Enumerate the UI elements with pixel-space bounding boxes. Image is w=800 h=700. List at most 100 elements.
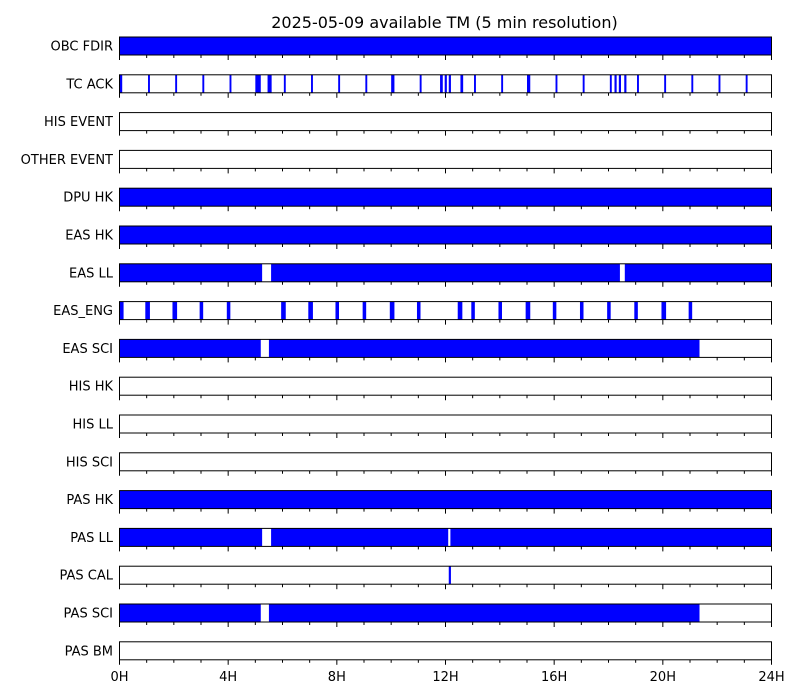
row-other-event: OTHER EVENT	[21, 149, 772, 174]
availability-bar	[501, 74, 504, 93]
availability-bar	[525, 301, 531, 320]
availability-bar	[119, 188, 772, 207]
row-frame	[119, 452, 772, 472]
availability-bar	[268, 339, 700, 358]
x-tick-label: 4H	[219, 670, 237, 685]
availability-bar	[283, 74, 286, 93]
availability-bar	[199, 301, 204, 320]
row-his-sci: HIS SCI	[66, 452, 772, 476]
row-his-event: HIS EVENT	[44, 112, 772, 136]
availability-bar	[582, 74, 585, 93]
availability-bar	[255, 74, 261, 93]
row-label: HIS EVENT	[44, 115, 113, 130]
availability-bar	[661, 301, 667, 320]
row-label: OBC FDIR	[51, 40, 114, 55]
availability-bar	[718, 74, 721, 93]
availability-bar	[226, 301, 231, 320]
availability-bar	[450, 528, 772, 547]
row-pas-bm: PAS BM	[65, 641, 772, 665]
availability-bar	[448, 566, 451, 585]
row-label: HIS LL	[73, 418, 114, 433]
row-eas-sci: EAS SCI	[62, 338, 772, 363]
x-tick-label: 16H	[541, 670, 567, 685]
row-label: EAS HK	[65, 229, 113, 244]
row-frame	[119, 301, 772, 321]
row-eas-eng: EAS_ENG	[53, 301, 772, 325]
availability-bar	[555, 74, 558, 93]
availability-bar	[119, 339, 261, 358]
row-dpu-hk: DPU HK	[63, 187, 772, 212]
row-tc-ack: TC ACK	[65, 74, 772, 98]
row-frame	[119, 641, 772, 661]
row-label: PAS LL	[70, 531, 114, 546]
availability-bar	[745, 74, 748, 93]
availability-bar	[527, 74, 531, 93]
row-label: TC ACK	[65, 77, 113, 92]
row-pas-cal: PAS CAL	[60, 565, 772, 590]
availability-bar	[391, 74, 395, 93]
availability-bar	[365, 74, 368, 93]
availability-bar	[552, 301, 557, 320]
availability-bar	[448, 74, 451, 93]
row-label: EAS LL	[69, 266, 114, 281]
availability-bar	[634, 301, 638, 320]
availability-bar	[335, 301, 340, 320]
x-axis: 0H 4H 8H 12H 16H 20H 24H	[110, 670, 784, 685]
availability-bar	[460, 74, 464, 93]
availability-bar	[119, 490, 772, 509]
row-label: PAS HK	[66, 493, 113, 508]
row-label: PAS BM	[65, 644, 113, 659]
row-pas-sci: PAS SCI	[64, 603, 772, 627]
availability-bar	[457, 301, 463, 320]
availability-bar	[664, 74, 667, 93]
row-label: EAS SCI	[62, 342, 113, 357]
row-label: HIS HK	[69, 380, 114, 395]
availability-bar	[444, 74, 447, 93]
availability-bar	[175, 74, 178, 93]
row-frame	[119, 376, 772, 396]
row-eas-hk: EAS HK	[65, 225, 772, 249]
availability-bar	[119, 528, 263, 547]
row-his-hk: HIS HK	[69, 376, 772, 401]
availability-bar	[614, 74, 617, 93]
availability-bar	[618, 74, 621, 93]
availability-bar	[389, 301, 395, 320]
row-frame	[119, 149, 772, 169]
row-frame	[119, 112, 772, 132]
availability-bar	[691, 74, 694, 93]
availability-bar	[119, 226, 772, 244]
availability-bar	[148, 74, 150, 93]
availability-bar	[268, 604, 700, 622]
availability-bar	[119, 604, 261, 622]
availability-bar	[119, 263, 263, 282]
availability-bar	[172, 301, 178, 320]
x-tick-label: 0H	[110, 670, 128, 685]
availability-bar	[362, 301, 367, 320]
row-label: HIS SCI	[66, 455, 113, 470]
row-label: DPU HK	[63, 191, 113, 206]
availability-bar	[416, 301, 421, 320]
availability-bar	[474, 74, 476, 93]
availability-bar	[498, 301, 503, 320]
row-pas-hk: PAS HK	[66, 490, 772, 514]
availability-bar	[624, 263, 772, 282]
availability-bar	[271, 263, 620, 282]
availability-bar	[440, 74, 443, 93]
availability-bar	[271, 528, 449, 547]
row-obc-fdir: OBC FDIR	[51, 36, 772, 60]
availability-bar	[471, 301, 475, 320]
availability-bar	[624, 74, 627, 93]
x-tick-label: 24H	[758, 670, 784, 685]
availability-bar	[202, 74, 205, 93]
availability-bar	[609, 74, 612, 93]
rows-layer: OBC FDIR TC ACK HIS EVENT OTHER EVENT DPU HK…	[21, 36, 772, 665]
availability-bar	[579, 301, 584, 320]
row-label: PAS CAL	[60, 569, 114, 584]
availability-bar	[229, 74, 232, 93]
availability-bar	[145, 301, 150, 320]
availability-bar	[338, 74, 341, 93]
availability-bar	[281, 301, 286, 320]
availability-bar	[119, 37, 772, 55]
availability-bar	[308, 301, 313, 320]
